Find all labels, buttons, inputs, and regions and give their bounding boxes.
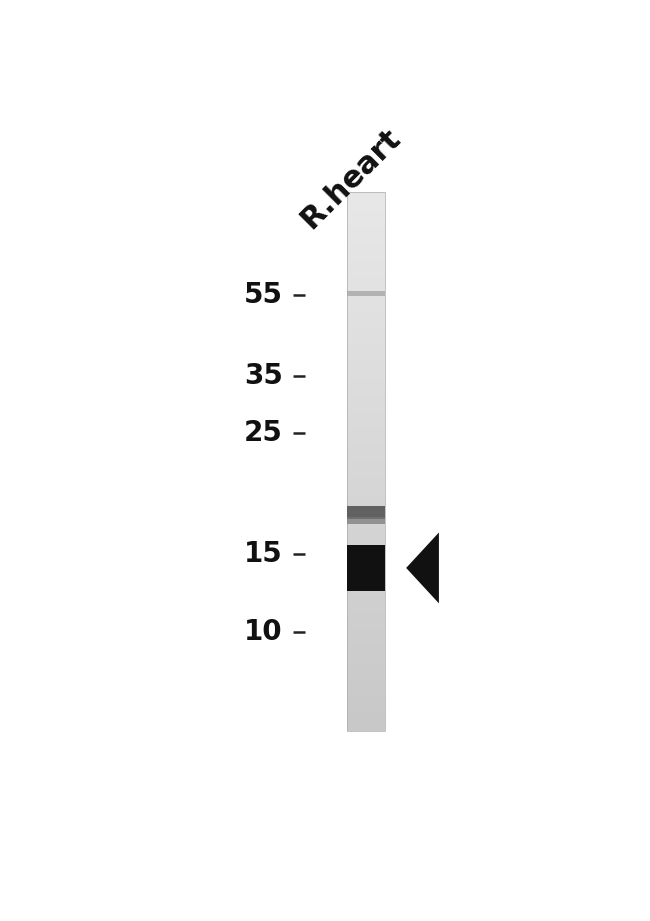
Bar xyxy=(347,517,385,524)
Bar xyxy=(347,507,385,519)
Text: 55: 55 xyxy=(244,281,283,309)
Bar xyxy=(347,192,385,731)
Text: 15: 15 xyxy=(244,540,283,567)
Bar xyxy=(347,545,385,591)
Text: 25: 25 xyxy=(244,419,283,448)
Bar xyxy=(347,291,385,297)
Text: 35: 35 xyxy=(244,363,283,391)
Polygon shape xyxy=(406,532,439,603)
Text: 10: 10 xyxy=(244,618,283,646)
Text: R.heart: R.heart xyxy=(295,122,406,234)
